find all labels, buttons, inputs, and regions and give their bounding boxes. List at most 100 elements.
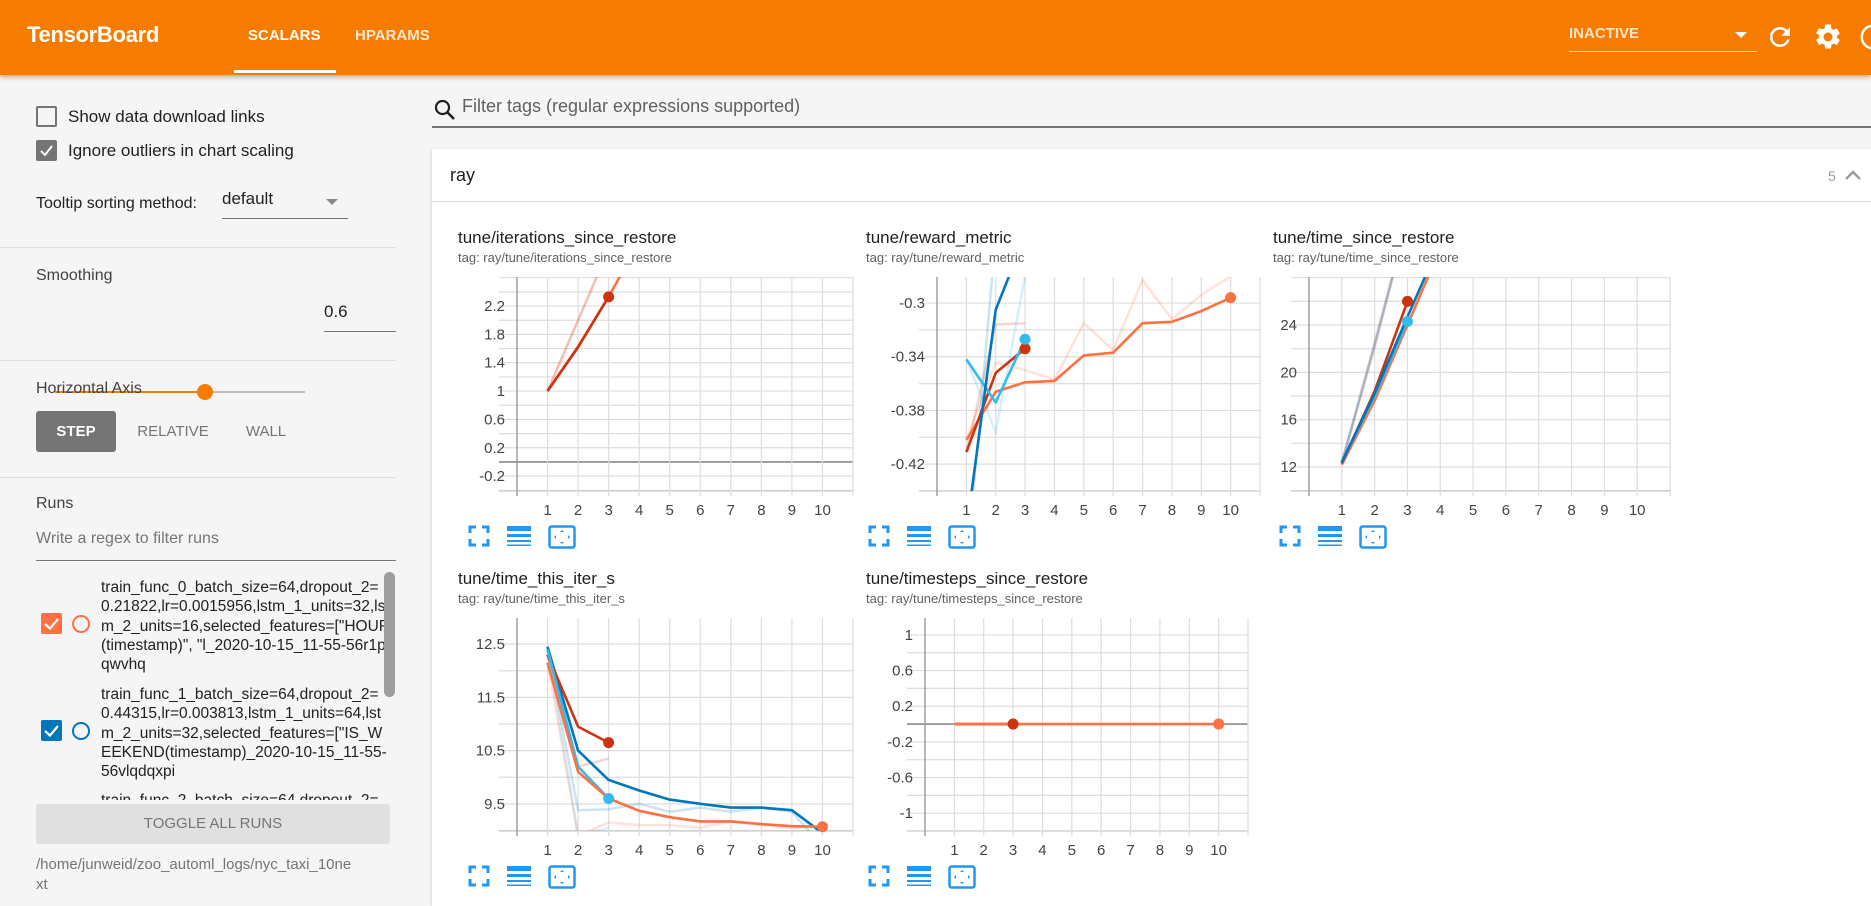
- x-tick-label: 5: [666, 502, 674, 519]
- chart-tag-label: tag: ray/tune/time_since_restore: [1273, 250, 1459, 265]
- y-tick-label: 24: [1280, 317, 1297, 334]
- divider: [0, 360, 396, 361]
- log-scale-lines-icon[interactable]: [906, 865, 932, 889]
- x-tick-label: 4: [635, 842, 643, 859]
- fullscreen-icon[interactable]: [868, 865, 894, 889]
- series-group: [965, 277, 1232, 491]
- x-tick-label: 2: [1370, 502, 1378, 519]
- tag-group-name: ray: [450, 165, 476, 185]
- tab-scalars[interactable]: SCALARS: [248, 27, 321, 44]
- fullscreen-icon[interactable]: [868, 525, 894, 549]
- app-title: TensorBoard: [27, 22, 159, 47]
- x-tick-label: 2: [992, 502, 1000, 519]
- y-tick-label: -0.2: [479, 468, 505, 485]
- logdir-path: /home/junweid/zoo_automl_logs/nyc_taxi_1…: [36, 856, 352, 893]
- raw-series-line: [546, 649, 811, 831]
- y-tick-label: 1: [497, 383, 505, 400]
- fullscreen-icon[interactable]: [1279, 525, 1305, 549]
- raw-series-line: [1340, 277, 1395, 463]
- chart-plot[interactable]: -0.42 -0.38 -0.34 -0.3 1 2 3 4 5 6 7 8 9 10: [862, 267, 1265, 531]
- axis-wall-button[interactable]: WALL: [245, 423, 287, 440]
- chart-plot[interactable]: 9.5 10.5 11.5 12.5 1 2 3 4 5 6 7 8 9 10: [442, 608, 858, 871]
- run-checkbox[interactable]: [41, 613, 62, 634]
- x-tick-label: 7: [1126, 842, 1134, 859]
- axis-relative-button[interactable]: RELATIVE: [137, 423, 209, 440]
- x-tick-label: 9: [788, 502, 796, 519]
- runs-scrollbar[interactable]: [384, 572, 395, 697]
- smoothing-value-input[interactable]: 0.6: [324, 302, 396, 332]
- log-scale-lines-icon[interactable]: [506, 525, 532, 549]
- y-tick-label: 0.6: [892, 663, 913, 680]
- refresh-icon[interactable]: [1765, 22, 1795, 52]
- series-group: [1340, 277, 1430, 466]
- x-tick-label: 8: [1567, 502, 1575, 519]
- raw-series-line: [965, 321, 1026, 453]
- tooltip-sorting-select[interactable]: default: [222, 189, 348, 219]
- y-tick-label: 1: [905, 627, 913, 644]
- y-tick-label: 12: [1280, 459, 1297, 476]
- series-end-marker: [1019, 333, 1031, 345]
- tag-group-header[interactable]: ray 5: [432, 149, 1871, 202]
- y-tick-label: 11.5: [477, 689, 505, 706]
- run-status-dropdown[interactable]: INACTIVE: [1569, 25, 1757, 52]
- x-tick-label: 2: [980, 842, 988, 859]
- fit-domain-icon[interactable]: [948, 525, 976, 549]
- chart-title: tune/iterations_since_restore: [458, 228, 677, 247]
- tag-group-count: 5: [1828, 168, 1836, 184]
- raw-series-line: [965, 277, 1232, 441]
- x-tick-label: 7: [727, 502, 735, 519]
- chart-title: tune/reward_metric: [866, 228, 1012, 247]
- log-scale-lines-icon[interactable]: [1317, 525, 1343, 549]
- run-color-radio[interactable]: [72, 615, 90, 633]
- x-tick-label: 2: [574, 842, 582, 859]
- y-tick-label: 10.5: [476, 743, 505, 760]
- log-scale-lines-icon[interactable]: [506, 865, 532, 889]
- divider: [0, 247, 396, 248]
- top-app-bar: TensorBoard SCALARS HPARAMS INACTIVE: [0, 0, 1871, 75]
- x-tick-label: 6: [696, 842, 704, 859]
- y-tick-label: 9.5: [484, 796, 505, 813]
- y-tick-label: 0.2: [484, 440, 505, 457]
- y-tick-label: -0.34: [891, 349, 925, 366]
- run-color-radio[interactable]: [72, 722, 90, 740]
- smoothing-slider-handle[interactable]: [197, 384, 213, 400]
- fullscreen-icon[interactable]: [468, 525, 494, 549]
- axis-step-button[interactable]: STEP: [36, 411, 116, 452]
- x-tick-label: 10: [814, 842, 831, 859]
- filter-tags-input[interactable]: Filter tags (regular expressions support…: [462, 96, 801, 116]
- show-download-links-checkbox[interactable]: [36, 106, 57, 127]
- chart-tag-label: tag: ray/tune/iterations_since_restore: [458, 250, 672, 265]
- checkmark-icon: [44, 618, 59, 631]
- x-tick-label: 5: [1080, 502, 1088, 519]
- y-tick-label: 0.2: [892, 698, 913, 715]
- log-scale-lines-icon[interactable]: [906, 525, 932, 549]
- smoothed-series-line: [965, 347, 1026, 453]
- tab-hparams[interactable]: HPARAMS: [355, 27, 430, 44]
- toggle-all-runs-button[interactable]: TOGGLE ALL RUNS: [36, 804, 390, 844]
- x-tick-label: 5: [1469, 502, 1477, 519]
- fit-domain-icon[interactable]: [548, 525, 576, 549]
- fullscreen-icon[interactable]: [468, 865, 494, 889]
- x-tick-label: 4: [1050, 502, 1058, 519]
- checkmark-icon: [44, 725, 59, 738]
- x-tick-label: 6: [1109, 502, 1117, 519]
- ignore-outliers-checkbox[interactable]: [36, 140, 57, 161]
- settings-gear-icon[interactable]: [1813, 22, 1843, 52]
- chart-plot[interactable]: -0.2 0.2 0.6 1 1.4 1.8 2.2 1 2 3 4 5 6 7 8 9 10: [442, 267, 858, 531]
- x-tick-label: 4: [1436, 502, 1444, 519]
- chevron-up-icon[interactable]: [1844, 168, 1862, 182]
- fit-domain-icon[interactable]: [1359, 525, 1387, 549]
- smoothed-series-line: [1340, 277, 1427, 463]
- x-tick-label: 3: [1021, 502, 1029, 519]
- chart-plot[interactable]: -1 -0.6 -0.2 0.2 0.6 1 1 2 3 4 5 6 7 8 9 10: [850, 608, 1253, 871]
- fit-domain-icon[interactable]: [548, 865, 576, 889]
- fit-domain-icon[interactable]: [948, 865, 976, 889]
- x-tick-label: 3: [1403, 502, 1411, 519]
- filter-underline: [432, 126, 1871, 128]
- run-checkbox[interactable]: [41, 720, 62, 741]
- x-tick-label: 9: [1197, 502, 1205, 519]
- checkmark-icon: [40, 145, 53, 157]
- help-info-icon[interactable]: [1858, 22, 1871, 52]
- runs-filter-input[interactable]: Write a regex to filter runs: [36, 530, 396, 561]
